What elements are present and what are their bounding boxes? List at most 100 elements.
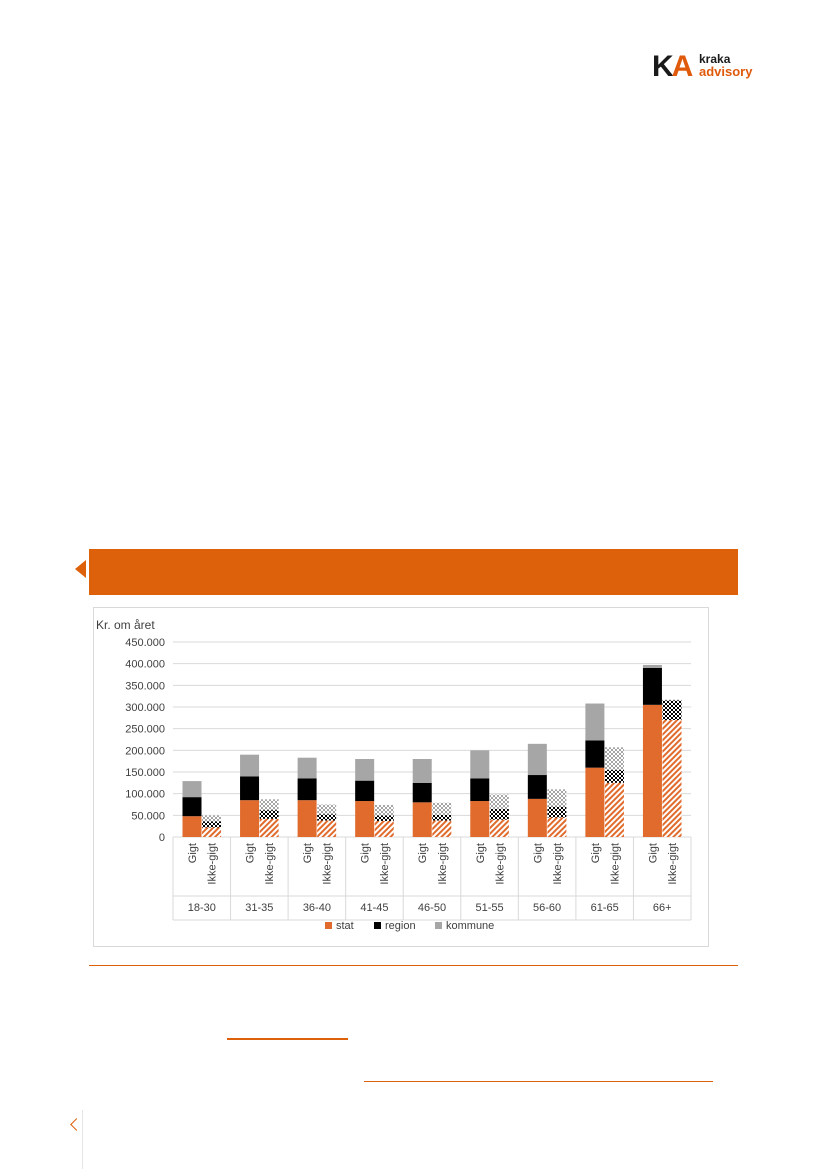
bar-region-ikke-gigt <box>432 814 452 821</box>
bar-stat-gigt <box>182 816 202 837</box>
logo-mark-a: A <box>671 50 694 83</box>
bars <box>182 664 682 837</box>
y-tick-label: 450.000 <box>125 637 165 649</box>
kraka-advisory-logo: KA kraka advisory <box>652 52 762 82</box>
logo-mark-k: K <box>652 50 674 83</box>
bar-stat-gigt <box>585 767 605 837</box>
bar-region-gigt <box>585 740 605 768</box>
divider <box>89 965 738 966</box>
x-subcategory-label: Gigt <box>245 843 257 863</box>
bar-kommune-gigt <box>470 750 490 779</box>
x-subcategory-label: Ikke-gigt <box>609 843 621 885</box>
chevron-left-icon[interactable] <box>70 1118 83 1131</box>
bar-kommune-ikke-gigt <box>662 699 682 701</box>
chart-frame <box>93 607 709 947</box>
logo-word-advisory: advisory <box>699 64 753 79</box>
bar-stat-gigt <box>642 704 662 837</box>
bar-kommune-gigt <box>182 781 202 798</box>
x-subcategory-label: Ikke-gigt <box>264 843 276 885</box>
bar-kommune-ikke-gigt <box>374 804 394 816</box>
bar-region-gigt <box>642 668 662 705</box>
bar-region-ikke-gigt <box>202 821 222 828</box>
legend-swatch-stat <box>325 922 332 929</box>
bar-kommune-ikke-gigt <box>489 794 509 809</box>
x-axis: Gigt Ikke-gigt 18-30 Gigt Ikke-gigt 31-35 Gigt… <box>172 837 692 921</box>
bar-region-ikke-gigt <box>604 769 624 783</box>
legend-label-stat: stat <box>336 920 354 932</box>
legend-label-kommune: kommune <box>446 920 494 932</box>
bar-region-ikke-gigt <box>317 814 337 821</box>
x-group-label: 51-55 <box>475 902 503 914</box>
logo-word-kraka: kraka <box>699 52 731 66</box>
bar-kommune-gigt <box>355 759 375 781</box>
bar-kommune-ikke-gigt <box>202 815 222 822</box>
y-tick-label: 0 <box>159 832 165 844</box>
bar-kommune-gigt <box>297 757 317 779</box>
bar-region-ikke-gigt <box>259 810 279 819</box>
x-subcategory-label: Ikke-gigt <box>322 843 334 885</box>
bar-kommune-gigt <box>412 759 432 783</box>
y-tick-label: 400.000 <box>125 659 165 671</box>
bar-kommune-gigt <box>585 703 605 741</box>
gridlines <box>173 641 691 838</box>
banner-arrow-icon <box>75 560 86 578</box>
x-subcategory-label: Ikke-gigt <box>494 843 506 885</box>
bar-region-ikke-gigt <box>489 808 509 820</box>
bar-kommune-gigt <box>642 664 662 668</box>
bar-stat-gigt <box>355 801 375 837</box>
bar-stat-gigt <box>240 800 260 837</box>
y-tick-label: 50.000 <box>131 810 165 822</box>
x-group-label: 31-35 <box>245 902 273 914</box>
bar-kommune-gigt <box>527 743 547 776</box>
link-underline[interactable] <box>227 1038 348 1040</box>
x-subcategory-label: Ikke-gigt <box>667 843 679 885</box>
y-axis-title: Kr. om året <box>96 618 155 632</box>
bar-region-ikke-gigt <box>662 700 682 720</box>
x-group-label: 66+ <box>653 902 672 914</box>
x-subcategory-label: Gigt <box>187 843 199 863</box>
x-group-label: 36-40 <box>303 902 331 914</box>
x-group-label: 41-45 <box>360 902 388 914</box>
bar-stat-gigt <box>297 800 317 837</box>
x-subcategory-label: Gigt <box>302 843 314 863</box>
bar-stat-ikke-gigt <box>547 817 567 837</box>
x-subcategory-label: Ikke-gigt <box>379 843 391 885</box>
bar-stat-ikke-gigt <box>432 820 452 837</box>
bar-region-gigt <box>412 782 432 803</box>
x-subcategory-label: Gigt <box>590 843 602 863</box>
figure-banner <box>89 549 738 595</box>
bar-kommune-ikke-gigt <box>432 802 452 815</box>
x-group-label: 18-30 <box>188 902 216 914</box>
bar-kommune-gigt <box>240 754 260 777</box>
x-group-label: 61-65 <box>591 902 619 914</box>
bar-stat-ikke-gigt <box>662 720 682 837</box>
bar-region-gigt <box>240 776 260 801</box>
bar-region-gigt <box>355 780 375 802</box>
y-tick-label: 350.000 <box>125 680 165 692</box>
logo-mark: KA <box>652 50 694 83</box>
bar-stat-ikke-gigt <box>604 782 624 837</box>
stacked-bar-chart: Kr. om året 450.000 400.000 350.000 300.000… <box>96 618 692 932</box>
bar-stat-ikke-gigt <box>202 827 222 837</box>
bar-region-ikke-gigt <box>547 806 567 818</box>
bar-stat-gigt <box>527 798 547 837</box>
bar-stat-gigt <box>470 801 490 837</box>
x-subcategory-label: Gigt <box>360 843 372 863</box>
y-tick-label: 300.000 <box>125 702 165 714</box>
bar-kommune-ikke-gigt <box>259 799 279 811</box>
bar-region-gigt <box>470 778 490 802</box>
y-tick-label: 100.000 <box>125 789 165 801</box>
bar-stat-ikke-gigt <box>489 819 509 837</box>
legend-swatch-kommune <box>435 922 442 929</box>
bar-kommune-ikke-gigt <box>317 804 337 815</box>
link-underline[interactable] <box>364 1081 713 1082</box>
legend: stat region kommune <box>325 920 494 932</box>
x-group-label: 56-60 <box>533 902 561 914</box>
bar-stat-ikke-gigt <box>259 818 279 837</box>
x-subcategory-label: Ikke-gigt <box>437 843 449 885</box>
bar-stat-ikke-gigt <box>317 820 337 837</box>
x-subcategory-label: Gigt <box>532 843 544 863</box>
page-margin-rule <box>82 1110 83 1169</box>
bar-region-gigt <box>297 778 317 801</box>
bar-stat-ikke-gigt <box>374 820 394 837</box>
